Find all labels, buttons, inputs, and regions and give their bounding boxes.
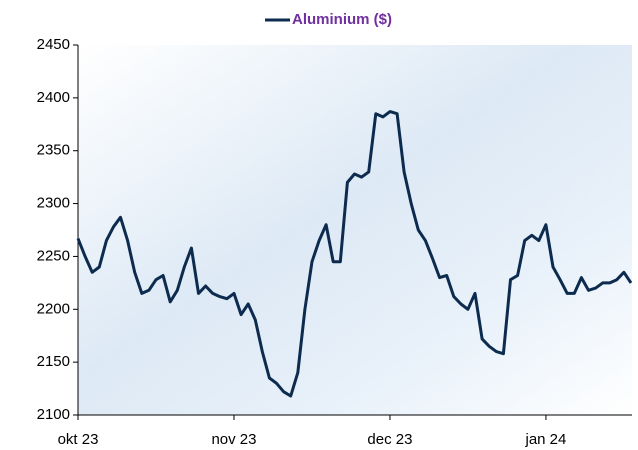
x-tick-label: jan 24 (525, 431, 567, 448)
y-tick-label: 2100 (37, 406, 70, 423)
y-tick-label: 2150 (37, 353, 70, 370)
x-tick-label: nov 23 (211, 431, 256, 448)
x-tick-label: okt 23 (58, 431, 99, 448)
y-tick-label: 2350 (37, 142, 70, 159)
legend-label: Aluminium ($) (292, 11, 392, 28)
y-tick-label: 2250 (37, 247, 70, 264)
x-tick-label: dec 23 (367, 431, 412, 448)
series-line (76, 110, 633, 398)
y-tick-label: 2450 (37, 36, 70, 53)
y-tick-label: 2300 (37, 195, 70, 212)
plot-background (78, 45, 632, 415)
y-tick-label: 2400 (37, 89, 70, 106)
y-tick-label: 2200 (37, 300, 70, 317)
